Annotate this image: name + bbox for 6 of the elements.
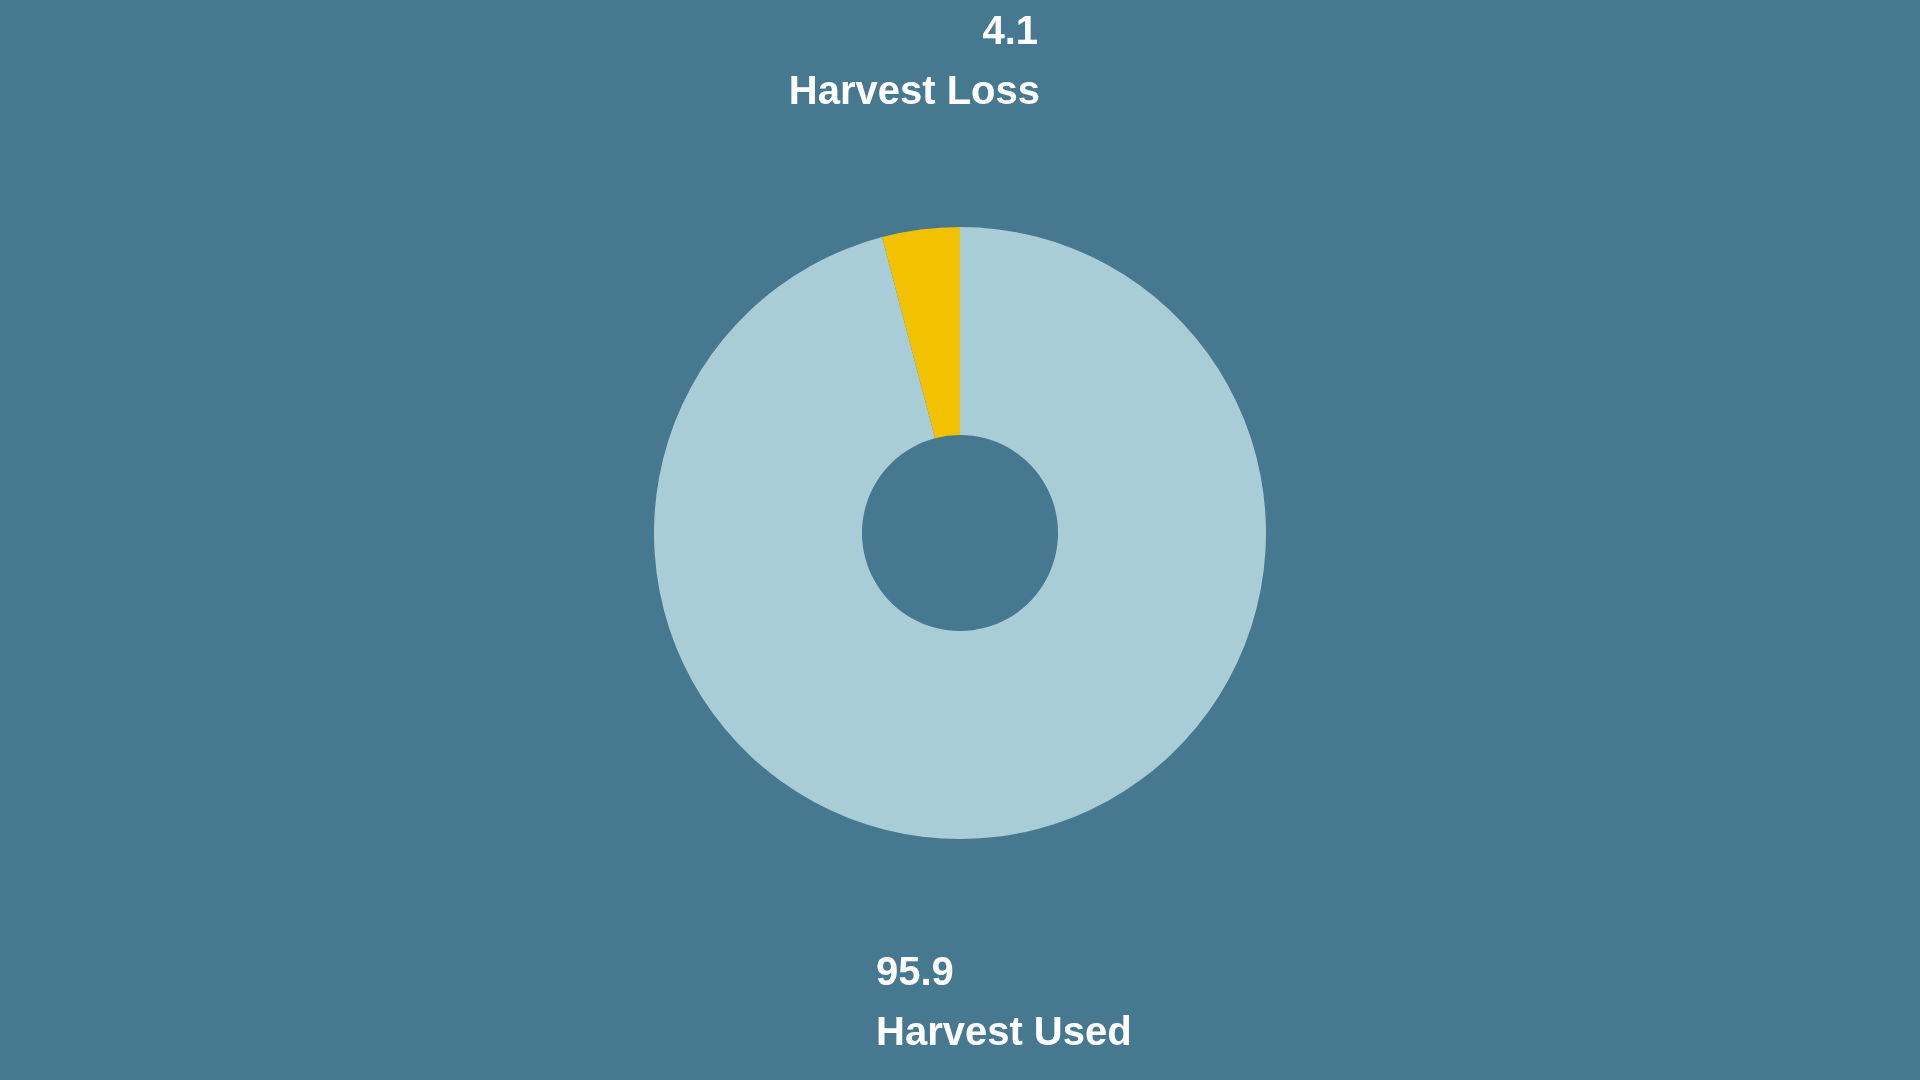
slice-label: Harvest Loss bbox=[788, 68, 1040, 112]
data-label: 95.9 bbox=[876, 949, 954, 993]
donut-slice bbox=[882, 227, 960, 439]
slice-label: Harvest Used bbox=[876, 1009, 1132, 1053]
donut-slice bbox=[654, 227, 1266, 839]
data-label: 4.1 bbox=[982, 8, 1038, 52]
